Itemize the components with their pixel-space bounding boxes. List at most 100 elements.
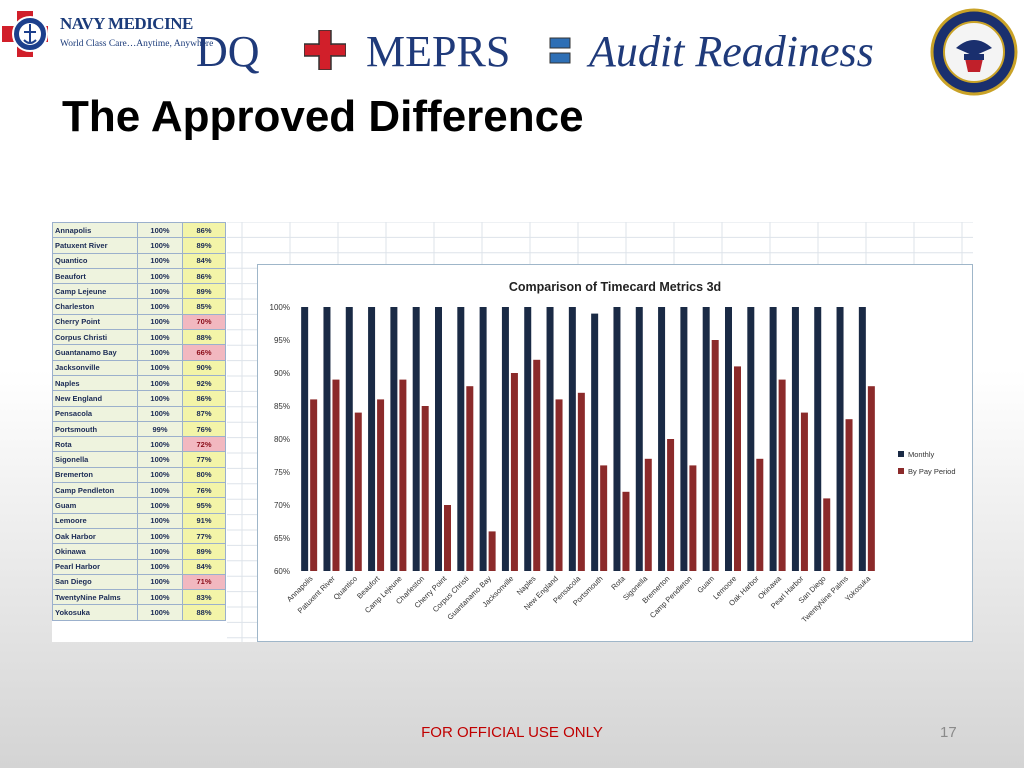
site-name-cell: Camp Lejeune — [52, 283, 138, 300]
bar-monthly — [725, 307, 732, 571]
monthly-cell: 99% — [137, 420, 183, 438]
bar-monthly — [390, 307, 398, 571]
table-row: Annapolis 100% 86% — [52, 221, 226, 239]
site-name-cell: Jacksonville — [52, 359, 138, 376]
bar-pay-period — [488, 531, 496, 571]
plus-icon — [304, 30, 346, 70]
monthly-cell: 100% — [137, 390, 183, 407]
bar-pay-period — [778, 379, 786, 571]
pay-period-cell: 83% — [182, 589, 226, 606]
site-name-cell: Portsmouth — [52, 420, 138, 438]
monthly-cell: 100% — [137, 573, 183, 591]
bar-pay-period — [622, 491, 630, 571]
pay-period-cell: 86% — [182, 267, 226, 285]
bar-monthly — [613, 307, 621, 571]
y-tick-label: 65% — [274, 534, 290, 543]
table-row: Portsmouth 99% 76% — [52, 420, 226, 438]
pay-period-cell: 84% — [182, 558, 226, 575]
y-tick-label: 95% — [274, 336, 290, 345]
bar-pay-period — [711, 340, 719, 571]
table-row: New England 100% 86% — [52, 390, 226, 407]
pay-period-cell: 76% — [182, 420, 226, 438]
legend-label: Monthly — [908, 450, 935, 459]
bar-pay-period — [421, 406, 429, 571]
site-name-cell: Charleston — [52, 298, 138, 315]
pay-period-cell: 77% — [182, 451, 226, 468]
bar-monthly — [546, 307, 554, 571]
y-tick-label: 70% — [274, 501, 290, 510]
bar-pay-period — [377, 399, 385, 571]
site-name-cell: Camp Pendleton — [52, 482, 138, 499]
pay-period-cell: 90% — [182, 359, 226, 376]
site-name-cell: Pensacola — [52, 405, 138, 422]
bar-monthly — [747, 307, 755, 571]
site-name-cell: Sigonella — [52, 451, 138, 468]
monthly-cell: 100% — [137, 267, 183, 285]
monthly-cell: 100% — [137, 466, 183, 484]
bar-monthly — [858, 307, 866, 571]
navy-medicine-emblem-icon — [2, 11, 48, 57]
logo-tagline: World Class Care…Anytime, Anywhere — [60, 39, 214, 49]
site-name-cell: Pearl Harbor — [52, 558, 138, 575]
bar-monthly — [591, 313, 599, 571]
y-tick-label: 75% — [274, 468, 290, 477]
monthly-cell: 100% — [137, 451, 183, 468]
spreadsheet: Annapolis 100% 86% Patuxent River 100% 89% Qua… — [52, 221, 973, 642]
bar-pay-period — [644, 458, 652, 571]
y-tick-label: 90% — [274, 369, 290, 378]
pay-period-cell: 89% — [182, 543, 226, 560]
pay-period-cell: 88% — [182, 329, 226, 346]
site-name-cell: Guam — [52, 497, 138, 514]
legend-label: By Pay Period — [908, 467, 956, 476]
table-row: Patuxent River 100% 89% — [52, 237, 226, 254]
table-row: Bremerton 100% 80% — [52, 466, 226, 484]
table-row: Guantanamo Bay 100% 66% — [52, 344, 226, 361]
table-row: Naples 100% 92% — [52, 374, 226, 392]
site-name-cell: New England — [52, 390, 138, 407]
footer-classification: FOR OFFICIAL USE ONLY — [421, 724, 603, 741]
bar-monthly — [457, 307, 465, 571]
y-tick-label: 100% — [270, 303, 290, 312]
table-row: San Diego 100% 71% — [52, 573, 226, 591]
pay-period-cell: 86% — [182, 221, 226, 239]
page-number: 17 — [940, 724, 957, 741]
header-audit-readiness: Audit Readiness — [589, 27, 874, 76]
site-name-cell: Naples — [52, 374, 138, 392]
site-name-cell: Beaufort — [52, 267, 138, 285]
bar-monthly — [368, 307, 376, 571]
chart-container: Comparison of Timecard Metrics 3d 100% 95… — [257, 264, 973, 642]
site-name-cell: Annapolis — [52, 221, 138, 239]
bar-monthly — [635, 307, 643, 571]
bar-pay-period — [332, 379, 340, 571]
monthly-cell: 100% — [137, 359, 183, 376]
bar-pay-period — [600, 465, 608, 571]
bar-pay-period — [444, 505, 451, 571]
site-name-cell: Corpus Christi — [52, 329, 138, 346]
table-row: Oak Harbor 100% 77% — [52, 527, 226, 545]
site-name-cell: TwentyNine Palms — [52, 589, 138, 606]
monthly-cell: 100% — [137, 497, 183, 514]
pay-period-cell: 87% — [182, 405, 226, 422]
monthly-cell: 100% — [137, 374, 183, 392]
site-name-cell: Lemoore — [52, 512, 138, 529]
table-row: Camp Pendleton 100% 76% — [52, 482, 226, 499]
site-name-cell: Rota — [52, 436, 138, 453]
monthly-cell: 100% — [137, 405, 183, 422]
monthly-cell: 100% — [137, 436, 183, 453]
table-row: TwentyNine Palms 100% 83% — [52, 589, 226, 606]
equals-icon — [549, 37, 571, 64]
site-name-cell: Yokosuka — [52, 604, 138, 621]
monthly-cell: 100% — [137, 527, 183, 545]
table-row: Camp Lejeune 100% 89% — [52, 283, 226, 300]
bar-monthly — [836, 307, 844, 571]
bar-pay-period — [845, 419, 853, 571]
table-row: Charleston 100% 85% — [52, 298, 226, 315]
site-name-cell: Oak Harbor — [52, 527, 138, 545]
y-tick-label: 85% — [274, 402, 290, 411]
monthly-cell: 100% — [137, 313, 183, 331]
bar-pay-period — [510, 373, 518, 571]
pay-period-cell: 80% — [182, 466, 226, 484]
pay-period-cell: 88% — [182, 604, 226, 621]
slide-title: The Approved Difference — [62, 92, 584, 141]
bar-pay-period — [734, 366, 741, 571]
